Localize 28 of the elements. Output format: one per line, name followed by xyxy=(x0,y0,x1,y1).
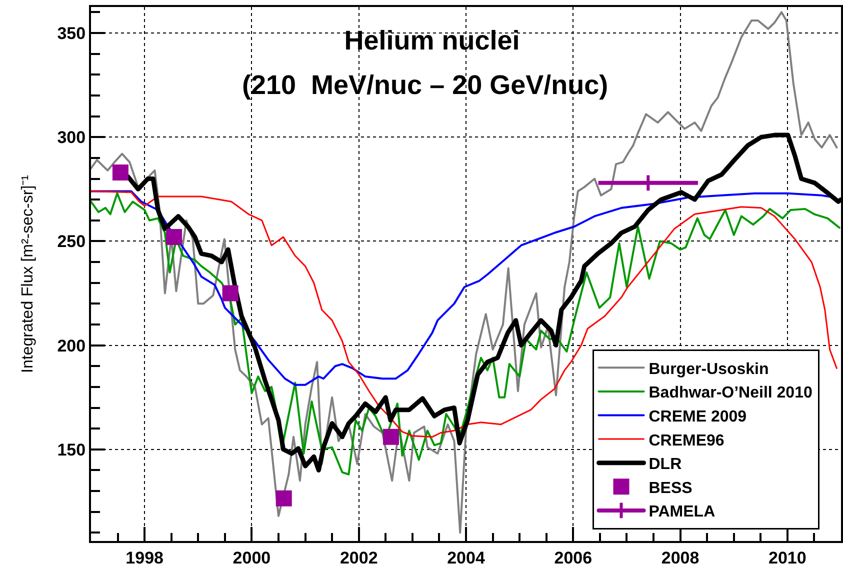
x-tick-label: 1998 xyxy=(126,548,164,567)
y-tick-label: 250 xyxy=(57,232,86,252)
x-tick-label: 2006 xyxy=(554,548,592,567)
legend-label: PAMELA xyxy=(648,504,716,521)
text: (210 MeV/nuc – 20 GeV/nuc) xyxy=(242,70,608,100)
point xyxy=(112,164,128,181)
point xyxy=(222,285,238,302)
legend-label: Badhwar-O’Neill 2010 xyxy=(648,384,812,402)
y-tick-label: 300 xyxy=(57,128,86,148)
text: Helium nuclei xyxy=(344,25,520,56)
legend-label: Burger-Usoskin xyxy=(648,360,769,378)
y-tick-label: 350 xyxy=(57,24,86,43)
y-tick-label: 200 xyxy=(57,336,86,356)
x-tick-label: 2002 xyxy=(340,548,378,567)
point xyxy=(276,490,292,506)
legend-label: BESS xyxy=(648,480,693,497)
x-tick-label: 2000 xyxy=(232,548,271,567)
line-series xyxy=(91,11,838,534)
legend-label: CREME96 xyxy=(648,432,724,450)
legend-label: CREME 2009 xyxy=(648,408,747,426)
point xyxy=(166,229,182,246)
y-axis-title: Integrated Flux [m²-sec-sr]⁻¹ xyxy=(20,175,37,373)
point xyxy=(383,428,399,445)
x-tick-label: 2008 xyxy=(661,548,700,567)
x-tick-label: 2010 xyxy=(768,548,806,567)
y-tick-label: 150 xyxy=(57,440,86,460)
x-tick-label: 2004 xyxy=(447,548,486,567)
legend-label: DLR xyxy=(648,456,682,474)
